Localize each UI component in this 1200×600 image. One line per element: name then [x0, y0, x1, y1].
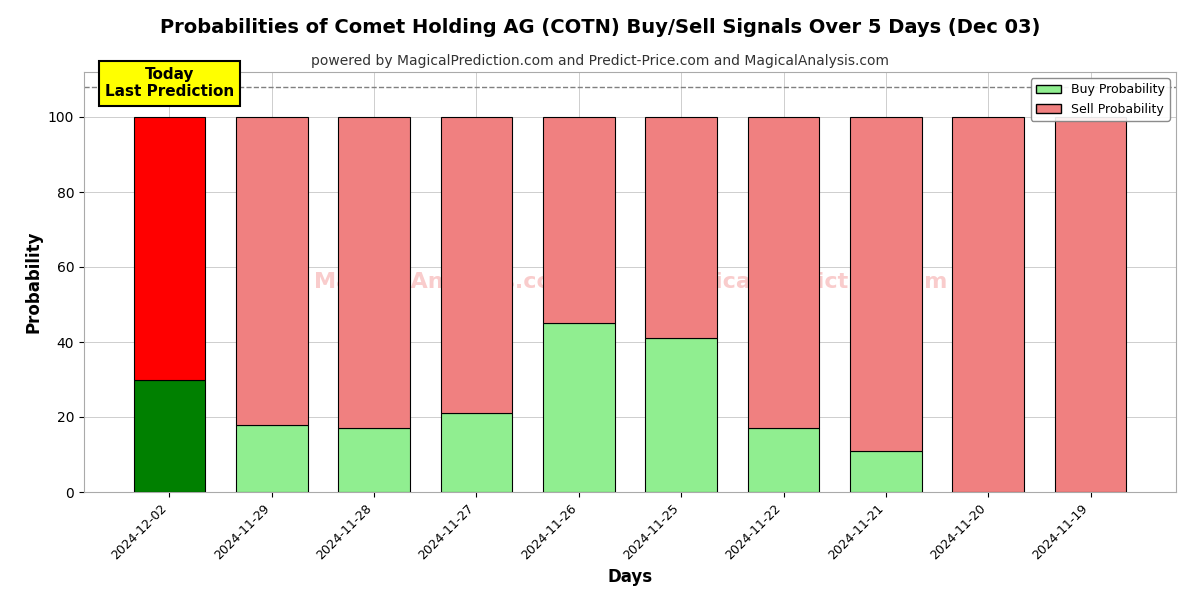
Bar	[850, 451, 922, 492]
Bar	[236, 424, 307, 492]
Bar	[440, 413, 512, 492]
Bar	[133, 379, 205, 492]
Text: Today
Last Prediction: Today Last Prediction	[104, 67, 234, 100]
Y-axis label: Probability: Probability	[24, 231, 42, 333]
Bar	[133, 117, 205, 379]
Bar	[646, 338, 716, 492]
Bar	[748, 428, 820, 492]
Bar	[440, 117, 512, 413]
Bar	[748, 117, 820, 428]
Bar	[338, 428, 410, 492]
Text: MagicalPrediction.com: MagicalPrediction.com	[662, 272, 948, 292]
Text: powered by MagicalPrediction.com and Predict-Price.com and MagicalAnalysis.com: powered by MagicalPrediction.com and Pre…	[311, 54, 889, 68]
X-axis label: Days: Days	[607, 568, 653, 586]
Bar	[544, 323, 614, 492]
Bar	[544, 117, 614, 323]
Legend: Buy Probability, Sell Probability: Buy Probability, Sell Probability	[1031, 78, 1170, 121]
Bar	[850, 117, 922, 451]
Text: MagicalAnalysis.com: MagicalAnalysis.com	[313, 272, 575, 292]
Bar	[953, 117, 1024, 492]
Text: Probabilities of Comet Holding AG (COTN) Buy/Sell Signals Over 5 Days (Dec 03): Probabilities of Comet Holding AG (COTN)…	[160, 18, 1040, 37]
Bar	[338, 117, 410, 428]
Bar	[236, 117, 307, 424]
Bar	[1055, 117, 1127, 492]
Bar	[646, 117, 716, 338]
